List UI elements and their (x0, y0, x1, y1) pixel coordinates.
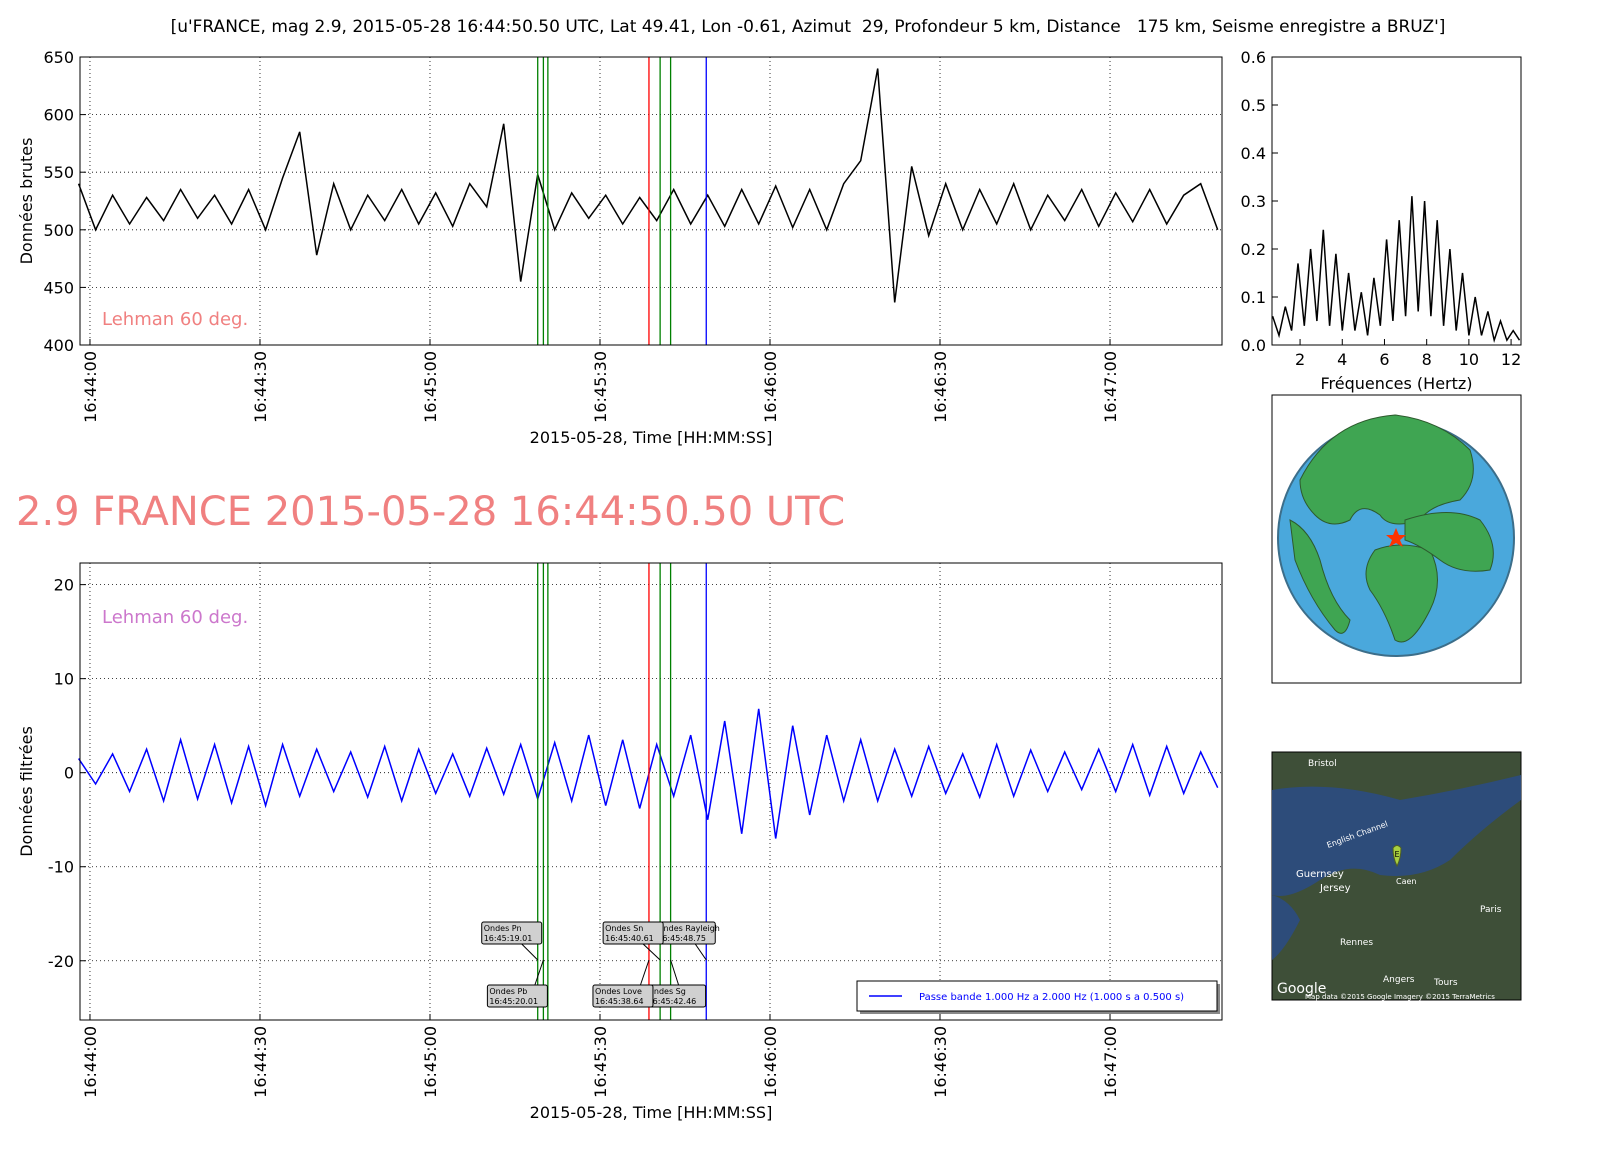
annotation-box (486, 984, 548, 1008)
map-label: Bristol (1308, 759, 1337, 769)
legend-label: Passe bande 1.000 Hz a 2.000 Hz (1.000 s… (919, 992, 1184, 1003)
data-line (77, 68, 1219, 303)
y-axis-label: Données filtrées (17, 726, 36, 857)
y-tick-label: 450 (43, 278, 74, 297)
y-tick-label: -20 (48, 952, 74, 971)
heading: 2.9 FRANCE 2015-05-28 16:44:50.50 UTC (16, 489, 845, 535)
x-tick-label: 16:44:30 (251, 1026, 270, 1098)
y-tick-label: 0.6 (1241, 48, 1266, 67)
y-tick-label: 600 (43, 106, 74, 125)
plot-frame (79, 562, 1223, 1021)
annotation: Lehman 60 deg. (102, 309, 248, 330)
x-axis-label: 2015-05-28, Time [HH:MM:SS] (530, 1103, 773, 1122)
x-axis-label: 2015-05-28, Time [HH:MM:SS] (530, 428, 773, 447)
map-label: Paris (1480, 905, 1502, 915)
annotation-box (481, 921, 543, 945)
figure-title: [u'FRANCE, mag 2.9, 2015-05-28 16:44:50.… (171, 17, 1446, 37)
data-line (1271, 196, 1521, 344)
y-tick-label: -10 (48, 858, 74, 877)
annotation-name: Ondes Pn (484, 924, 522, 933)
annotation: Lehman 60 deg. (102, 607, 248, 628)
map-label: Caen (1396, 877, 1416, 886)
map-label: Guernsey (1296, 869, 1344, 880)
x-tick-label: 16:47:00 (1101, 351, 1120, 423)
y-tick-label: 500 (43, 221, 74, 240)
y-tick-label: 10 (54, 670, 74, 689)
y-tick-label: 550 (43, 163, 74, 182)
annotation-name: Ondes Pb (489, 987, 527, 996)
annotation-time: 16:45:20.01 (489, 997, 538, 1006)
x-axis-label: Fréquences (Hertz) (1320, 374, 1472, 393)
x-tick-label: 16:47:00 (1101, 1026, 1120, 1098)
annotation-arrow (694, 943, 707, 961)
x-tick-label: 16:46:00 (761, 1026, 780, 1098)
x-tick-label: 10 (1459, 350, 1479, 369)
x-tick-label: 4 (1337, 350, 1347, 369)
y-tick-label: 0.5 (1241, 96, 1266, 115)
x-tick-label: 16:45:30 (591, 351, 610, 423)
map-marker-label: E (1394, 850, 1399, 859)
x-tick-label: 12 (1501, 350, 1521, 369)
x-tick-label: 8 (1422, 350, 1432, 369)
map-label: Tours (1433, 978, 1458, 988)
x-tick-label: 6 (1379, 350, 1389, 369)
x-tick-label: 16:44:00 (81, 351, 100, 423)
y-tick-label: 0.4 (1241, 144, 1266, 163)
annotation-box (602, 921, 664, 945)
y-tick-label: 0 (64, 764, 74, 783)
map-label: Angers (1383, 975, 1415, 985)
x-tick-label: 16:46:30 (931, 351, 950, 423)
x-tick-label: 16:46:30 (931, 1026, 950, 1098)
legend-box (856, 980, 1218, 1012)
map-label: Google (1277, 981, 1326, 997)
data-line (77, 708, 1219, 839)
x-tick-label: 16:45:00 (421, 1026, 440, 1098)
annotation-name: Ondes Rayleigh (657, 924, 720, 933)
annotation-time: 16:45:19.01 (484, 934, 533, 943)
annotation-name: Ondes Sg (648, 987, 686, 996)
y-tick-label: 0.3 (1241, 192, 1266, 211)
x-tick-label: 16:44:30 (251, 351, 270, 423)
annotation-box (592, 984, 654, 1008)
x-tick-label: 16:44:00 (81, 1026, 100, 1098)
annotation-time: 16:45:48.75 (657, 934, 706, 943)
annotation-arrow (521, 943, 539, 961)
annotation-name: Ondes Love (595, 987, 642, 996)
x-tick-label: 16:46:00 (761, 351, 780, 423)
globe-image (1271, 394, 1522, 684)
x-tick-label: 2 (1295, 350, 1305, 369)
plot-frame (1271, 56, 1522, 346)
x-tick-label: 16:45:30 (591, 1026, 610, 1098)
map-image (1271, 751, 1522, 1001)
map-label: Jersey (1319, 883, 1351, 894)
y-tick-label: 0.1 (1241, 288, 1266, 307)
y-tick-label: 0.2 (1241, 240, 1266, 259)
annotation-time: 16:45:42.46 (648, 997, 697, 1006)
annotation-time: 16:45:38.64 (595, 997, 644, 1006)
y-tick-label: 20 (54, 576, 74, 595)
map-label: Rennes (1340, 938, 1373, 948)
y-tick-label: 400 (43, 336, 74, 355)
x-tick-label: 16:45:00 (421, 351, 440, 423)
y-tick-label: 650 (43, 48, 74, 67)
map-label: Map data ©2015 Google Imagery ©2015 Terr… (1305, 993, 1495, 1001)
plot-frame (79, 56, 1223, 346)
y-tick-label: 0.0 (1241, 336, 1266, 355)
annotation-name: Ondes Sn (605, 924, 643, 933)
annotation-time: 16:45:40.61 (605, 934, 654, 943)
annotation-arrow (642, 943, 661, 961)
y-axis-label: Données brutes (17, 138, 36, 265)
